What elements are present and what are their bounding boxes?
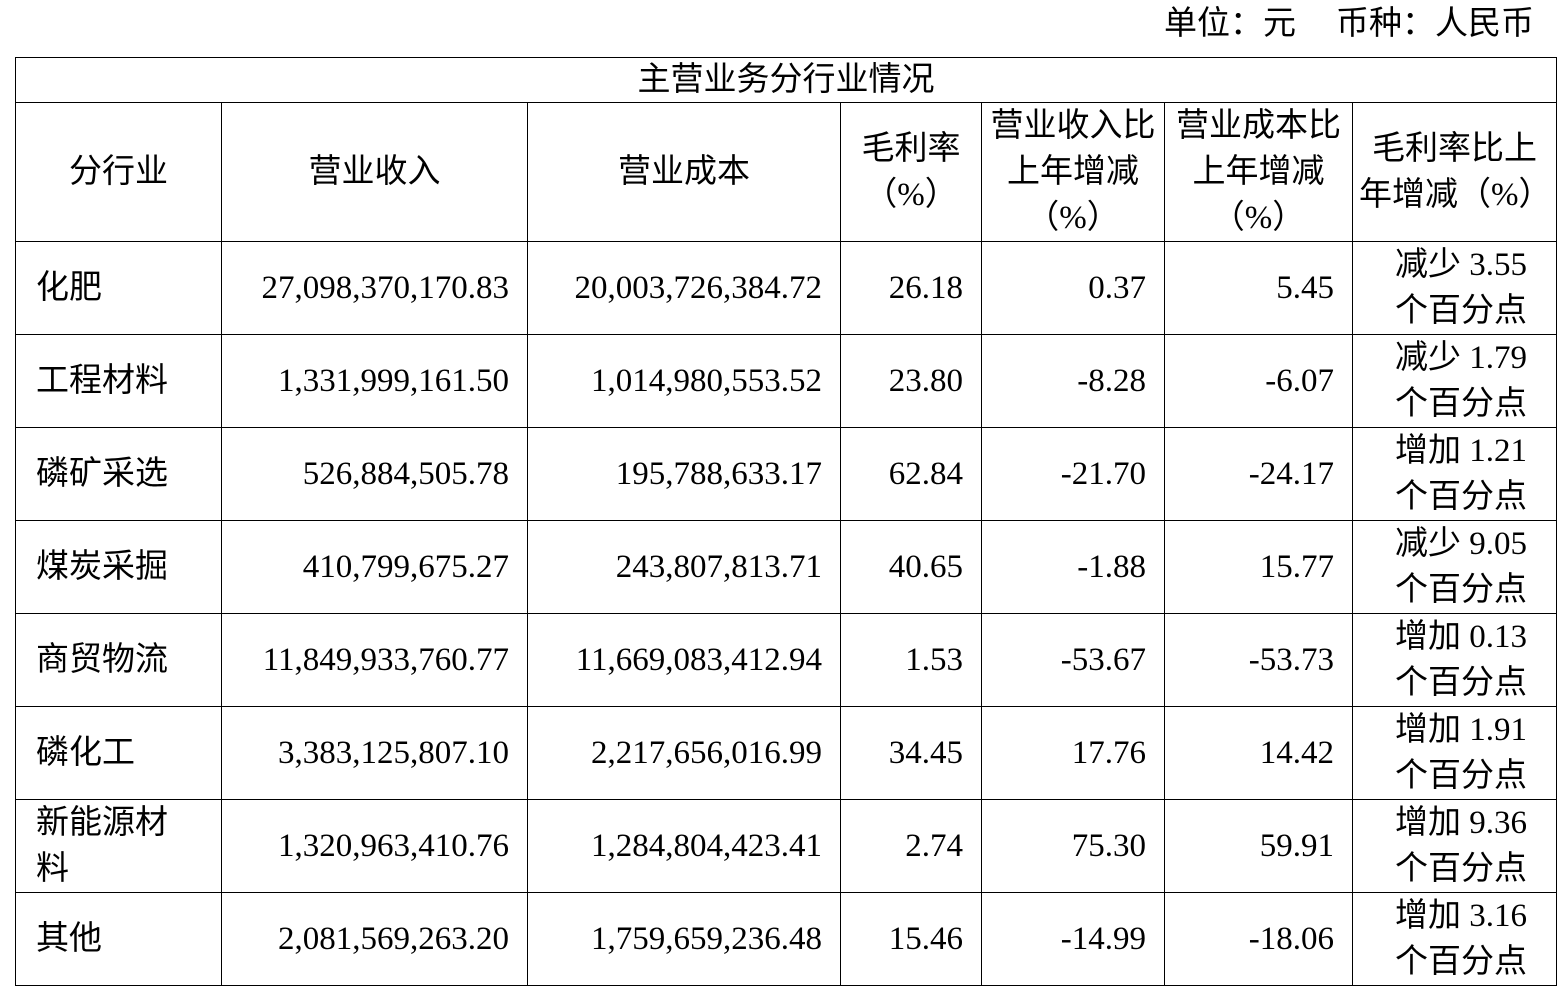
value-cell: 195,788,633.17 <box>527 427 841 521</box>
data-row: 化肥 27,098,370,170.83 20,003,726,384.72 26.1… <box>15 241 1558 335</box>
value-cell: 40.65 <box>840 520 982 614</box>
value-cell: 1,284,804,423.41 <box>527 799 841 893</box>
industry-cell: 化肥 <box>15 241 222 335</box>
value-cell: 2,081,569,263.20 <box>221 892 528 986</box>
header-cell: 营业收入 <box>221 102 528 242</box>
value-cell: 增加 9.36 个百分点 <box>1351 799 1558 893</box>
table-body: 主营业务分行业情况 分行业 营业收入 营业成本 毛利率（%） 营业收入比上年增减（%）营… <box>14 57 1558 986</box>
value-cell: 526,884,505.78 <box>221 427 528 521</box>
data-row: 磷矿采选 526,884,505.78 195,788,633.17 62.84 -21… <box>15 427 1558 521</box>
value-cell: 1.53 <box>840 613 982 707</box>
header-cell: 营业收入比上年增减（%） <box>981 102 1165 242</box>
data-row: 商贸物流 11,849,933,760.77 11,669,083,412.94 1.… <box>15 613 1558 707</box>
value-cell: 34.45 <box>840 706 982 800</box>
industry-cell: 新能源材料 <box>15 799 222 893</box>
industry-cell: 其他 <box>15 892 222 986</box>
value-cell: -18.06 <box>1164 892 1353 986</box>
value-cell: 增加 1.21 个百分点 <box>1351 427 1558 521</box>
industry-cell: 商贸物流 <box>15 613 222 707</box>
value-cell: 75.30 <box>981 799 1165 893</box>
value-cell: 243,807,813.71 <box>527 520 841 614</box>
header-cell: 分行业 <box>15 102 222 242</box>
value-cell: -21.70 <box>981 427 1165 521</box>
value-cell: -53.67 <box>981 613 1165 707</box>
value-cell: 3,383,125,807.10 <box>221 706 528 800</box>
value-cell: 15.46 <box>840 892 982 986</box>
value-cell: 1,014,980,553.52 <box>527 334 841 428</box>
value-cell: 5.45 <box>1164 241 1353 335</box>
value-cell: -53.73 <box>1164 613 1353 707</box>
data-row: 磷化工 3,383,125,807.10 2,217,656,016.99 34.45… <box>15 706 1558 800</box>
value-cell: 0.37 <box>981 241 1165 335</box>
value-cell: 11,669,083,412.94 <box>527 613 841 707</box>
value-cell: -8.28 <box>981 334 1165 428</box>
value-cell: 减少 3.55 个百分点 <box>1351 241 1558 335</box>
header-row: 分行业 营业收入 营业成本 毛利率（%） 营业收入比上年增减（%） 营业成本比上年增减（%… <box>15 102 1558 242</box>
industry-cell: 工程材料 <box>15 334 222 428</box>
header-cell: 营业成本 <box>527 102 841 242</box>
value-cell: 59.91 <box>1164 799 1353 893</box>
data-row: 其他 2,081,569,263.20 1,759,659,236.48 15.46-… <box>15 892 1558 986</box>
data-row: 新能源材料 1,320,963,410.76 1,284,804,423.41 2.7… <box>15 799 1558 893</box>
header-cell: 毛利率（%） <box>840 102 982 242</box>
value-cell: 410,799,675.27 <box>221 520 528 614</box>
value-cell: 增加 0.13 个百分点 <box>1351 613 1558 707</box>
value-cell: 减少 9.05 个百分点 <box>1351 520 1558 614</box>
value-cell: 增加 3.16 个百分点 <box>1351 892 1558 986</box>
currency: 币种：人民币 <box>1336 6 1534 42</box>
unit: 单位：元 <box>1164 6 1296 42</box>
value-cell: 20,003,726,384.72 <box>527 241 841 335</box>
value-cell: 23.80 <box>840 334 982 428</box>
value-cell: -24.17 <box>1164 427 1353 521</box>
value-cell: 2.74 <box>840 799 982 893</box>
value-cell: 1,320,963,410.76 <box>221 799 528 893</box>
industry-table: 主营业务分行业情况 分行业 营业收入 营业成本 毛利率（%） 营业收入比上年增减（%）营… <box>14 57 1558 986</box>
unit-line: 单位：元 币种：人民币 <box>1164 2 1534 46</box>
value-cell: 26.18 <box>840 241 982 335</box>
value-cell: -14.99 <box>981 892 1165 986</box>
value-cell: -1.88 <box>981 520 1165 614</box>
data-row: 工程材料 1,331,999,161.50 1,014,980,553.52 23.8… <box>15 334 1558 428</box>
industry-cell: 磷化工 <box>15 706 222 800</box>
table-title: 主营业务分行业情况 <box>14 57 1558 103</box>
value-cell: 11,849,933,760.77 <box>221 613 528 707</box>
value-cell: 减少 1.79 个百分点 <box>1351 334 1558 428</box>
value-cell: 1,759,659,236.48 <box>527 892 841 986</box>
data-row: 煤炭采掘 410,799,675.27 243,807,813.71 40.65 -1.… <box>15 520 1558 614</box>
value-cell: 2,217,656,016.99 <box>527 706 841 800</box>
value-cell: 15.77 <box>1164 520 1353 614</box>
value-cell: 62.84 <box>840 427 982 521</box>
industry-cell: 煤炭采掘 <box>15 520 222 614</box>
industry-cell: 磷矿采选 <box>15 427 222 521</box>
title-row: 主营业务分行业情况 <box>14 57 1558 103</box>
header-cell: 营业成本比上年增减（%） <box>1164 102 1353 242</box>
value-cell: 17.76 <box>981 706 1165 800</box>
value-cell: 27,098,370,170.83 <box>221 241 528 335</box>
value-cell: 14.42 <box>1164 706 1353 800</box>
value-cell: 增加 1.91 个百分点 <box>1351 706 1558 800</box>
value-cell: -6.07 <box>1164 334 1353 428</box>
header-cell: 毛利率比上年增减（%） <box>1351 102 1558 242</box>
value-cell: 1,331,999,161.50 <box>221 334 528 428</box>
